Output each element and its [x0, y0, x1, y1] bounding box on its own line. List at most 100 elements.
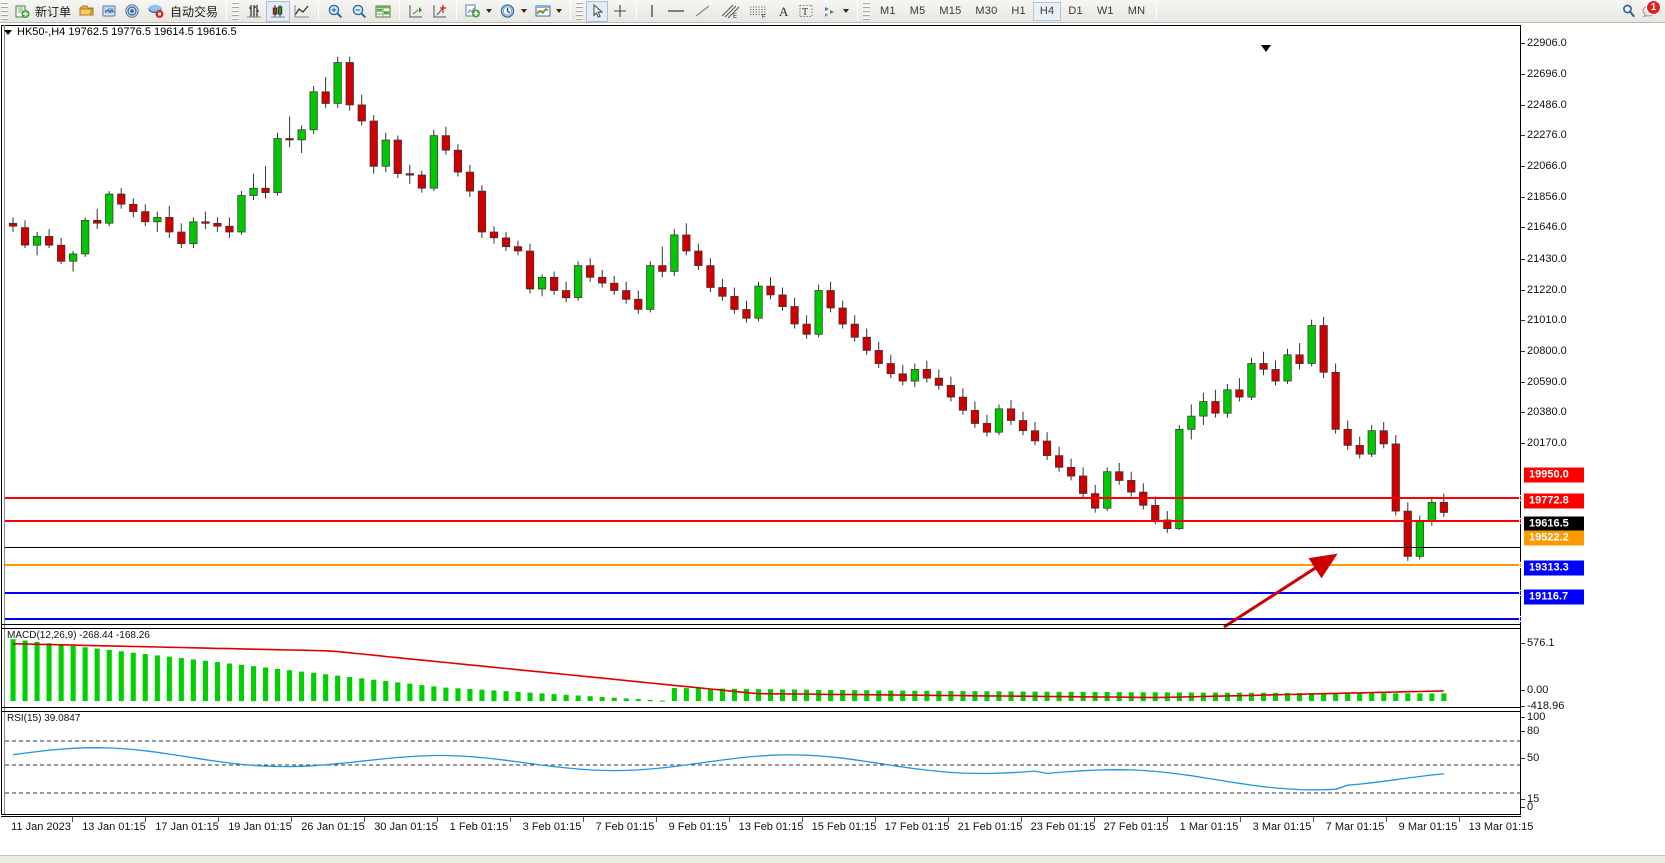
annotation-arrow-icon[interactable]: [1210, 553, 1340, 631]
price-tick: 22066.0: [1521, 160, 1567, 172]
notification-bell-icon[interactable]: 1: [1641, 0, 1661, 20]
price-label-19772.8[interactable]: 19772.8: [1524, 493, 1584, 509]
time-tick: 9 Feb 01:15: [668, 821, 728, 833]
data-window-icon[interactable]: [371, 1, 395, 22]
trendline-icon[interactable]: [690, 1, 716, 22]
shapes-icon[interactable]: [818, 1, 842, 22]
rsi-panel[interactable]: [5, 713, 1520, 815]
time-tick: 9 Mar 01:15: [1398, 821, 1458, 833]
auto-scroll-icon[interactable]: [404, 1, 428, 22]
macd-scale-tick: 0.00: [1521, 684, 1548, 696]
zoom-in-icon[interactable]: [323, 1, 347, 22]
search-icon[interactable]: [1617, 1, 1641, 22]
price-tick: 20380.0: [1521, 406, 1567, 418]
level-line-current-price[interactable]: [5, 547, 1521, 548]
price-label-19950[interactable]: 19950.0: [1524, 467, 1584, 483]
time-separator: [1459, 817, 1460, 822]
macd-scale-tick: -418.96: [1521, 700, 1564, 712]
equidistant-channel-icon[interactable]: E: [716, 1, 744, 22]
timeframe-h1[interactable]: H1: [1011, 5, 1026, 17]
macd-panel[interactable]: [5, 630, 1520, 708]
chevron-down-icon-3[interactable]: [556, 9, 563, 13]
fibonacci-icon[interactable]: F: [744, 1, 772, 22]
cursor-icon[interactable]: [586, 0, 609, 22]
folder-icon[interactable]: [75, 1, 98, 22]
indicators-icon[interactable]: [531, 1, 555, 22]
price-tick: 20800.0: [1521, 345, 1567, 357]
timeframe-m5[interactable]: M5: [909, 5, 926, 17]
timeframe-d1[interactable]: D1: [1068, 5, 1083, 17]
time-tick: 17 Feb 01:15: [884, 821, 950, 833]
crosshair-icon[interactable]: [608, 1, 632, 22]
autotrading-label[interactable]: 自动交易: [170, 4, 219, 19]
rsi-indicator-label[interactable]: RSI(15) 39.0847: [7, 713, 81, 724]
profiles-icon[interactable]: [98, 1, 121, 22]
timeframe-w1[interactable]: W1: [1096, 5, 1114, 17]
svg-text:A: A: [779, 4, 789, 19]
chart-menu-caret-icon[interactable]: [4, 29, 12, 35]
toolbar-grip-3[interactable]: [576, 1, 584, 21]
timeframe-m15[interactable]: M15: [939, 5, 962, 17]
signals-icon[interactable]: [121, 1, 144, 22]
price-panel[interactable]: [5, 26, 1520, 609]
toolbar-separator-2: [318, 2, 320, 20]
price-tick: 22276.0: [1521, 129, 1567, 141]
toolbar-separator-3: [399, 2, 401, 20]
level-line-19772[interactable]: [5, 518, 1525, 524]
svg-text:T: T: [802, 7, 808, 18]
chevron-down-icon-2[interactable]: [521, 9, 528, 13]
timeframe-h4[interactable]: H4: [1032, 1, 1062, 21]
time-separator: [1094, 817, 1095, 822]
timeframe-mn[interactable]: MN: [1127, 5, 1146, 17]
chevron-down-icon-4[interactable]: [843, 9, 850, 13]
hline-icon[interactable]: [662, 1, 690, 22]
notification-count: 1: [1646, 0, 1661, 15]
time-separator: [729, 817, 730, 822]
toolbar-grip-2[interactable]: [232, 1, 240, 21]
time-scale[interactable]: 11 Jan 2023 13 Jan 01:15 17 Jan 01:15 19 Ja…: [1, 816, 1533, 838]
macd-indicator-label[interactable]: MACD(12,26,9) -268.44 -168.26: [7, 630, 150, 641]
time-separator: [802, 817, 803, 822]
toolbar-grip-4[interactable]: [863, 1, 871, 21]
new-chart-icon[interactable]: [461, 1, 485, 22]
text-icon[interactable]: A: [772, 1, 794, 22]
chart-header[interactable]: HK50-,H4 19762.5 19776.5 19614.5 19616.5: [4, 26, 237, 38]
chart-window[interactable]: HK50-,H4 19762.5 19776.5 19614.5 19616.5: [0, 23, 1665, 863]
price-tick: 22906.0: [1521, 37, 1567, 49]
price-scale[interactable]: 22906.0 22696.0 22486.0 22276.0 22066.0 21856…: [1521, 25, 1665, 815]
price-tick: 21646.0: [1521, 221, 1567, 233]
time-separator: [1386, 817, 1387, 822]
autotrading-icon[interactable]: [144, 1, 168, 22]
price-label-19616.5[interactable]: 19616.5: [1524, 516, 1584, 532]
chevron-down-icon[interactable]: [486, 9, 493, 13]
toolbar-grip[interactable]: [1, 1, 8, 21]
time-tick: 3 Mar 01:15: [1252, 821, 1312, 833]
level-line-19950[interactable]: [5, 495, 1525, 501]
status-bar: [0, 855, 1665, 863]
time-separator: [583, 817, 584, 822]
price-label-19116.7[interactable]: 19116.7: [1524, 589, 1584, 605]
bar-chart-icon[interactable]: [242, 1, 266, 22]
chart-shift-icon[interactable]: [428, 1, 452, 22]
text-label-icon[interactable]: T: [794, 1, 818, 22]
rsi-scale-tick: 50: [1521, 752, 1539, 764]
new-order-label[interactable]: 新订单: [35, 4, 72, 19]
timeframe-m30[interactable]: M30: [975, 5, 998, 17]
timeframe-m1[interactable]: M1: [880, 5, 896, 17]
zoom-out-icon[interactable]: [347, 1, 371, 22]
price-label-19522.2[interactable]: 19522.2: [1524, 530, 1584, 546]
price-label-19313.3[interactable]: 19313.3: [1524, 560, 1584, 576]
time-tick: 17 Jan 01:15: [155, 821, 219, 833]
chart-scroll-marker-icon[interactable]: [1261, 45, 1271, 52]
toolbar-separator-4: [456, 2, 458, 20]
time-separator: [948, 817, 949, 822]
time-separator: [364, 817, 365, 822]
vline-icon[interactable]: [641, 1, 662, 22]
time-tick: 13 Jan 01:15: [82, 821, 146, 833]
line-chart-icon[interactable]: [290, 1, 314, 22]
rsi-scale-tick: 0: [1521, 801, 1533, 813]
timeframe-clock-icon[interactable]: [496, 1, 520, 22]
new-order-icon[interactable]: [11, 1, 33, 22]
price-tick: 21010.0: [1521, 314, 1567, 326]
candlestick-chart-icon[interactable]: [266, 0, 291, 22]
